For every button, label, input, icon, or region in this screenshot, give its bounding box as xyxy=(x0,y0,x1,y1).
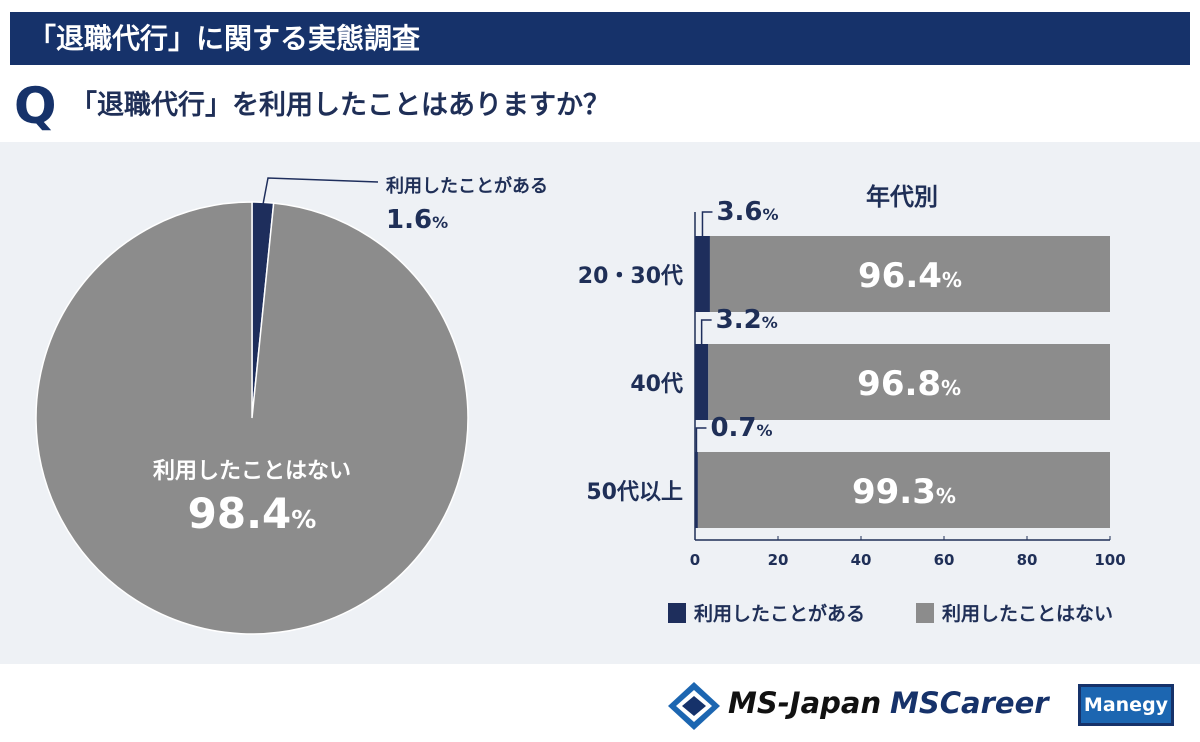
ms-japan-logo: MS-Japan xyxy=(728,686,882,720)
bar-label-not-used: 99.3% xyxy=(852,472,956,512)
x-tick-label: 100 xyxy=(1094,551,1125,569)
pie-slice xyxy=(35,201,469,635)
pie-label-used: 利用したことがある xyxy=(386,175,548,197)
bar-label-used: 0.7% xyxy=(710,413,772,443)
question-text: 「退職代行」を利用したことはありますか？ xyxy=(70,90,610,121)
bar-segment-used xyxy=(695,344,709,420)
pie-label-not-used: 利用したことはない xyxy=(153,459,351,484)
ms-japan-logo-icon xyxy=(668,682,720,730)
bar-segment-used xyxy=(695,236,710,312)
bar-leader-line xyxy=(695,427,707,452)
bar-label-used: 3.2% xyxy=(716,305,778,335)
bar-segment-not-used xyxy=(708,344,1110,420)
x-tick-label: 60 xyxy=(934,551,955,569)
category-label: 20・30代 xyxy=(578,264,683,289)
question-mark-label: Q xyxy=(14,77,57,135)
legend-label: 利用したことはない xyxy=(942,603,1113,625)
legend-swatch xyxy=(668,603,686,623)
bar-leader-line xyxy=(701,211,713,236)
legend-label: 利用したことがある xyxy=(694,602,865,625)
bar-leader-line xyxy=(700,319,712,344)
bar-label-used: 3.6% xyxy=(716,197,778,227)
category-label: 40代 xyxy=(630,372,683,397)
x-tick-label: 40 xyxy=(851,551,872,569)
category-label: 50代以上 xyxy=(586,480,683,505)
bar-segment-used xyxy=(695,452,698,528)
page-title: 「退職代行」に関する実態調査 xyxy=(28,22,421,55)
legend-swatch xyxy=(916,603,934,623)
mscareer-logo: MSCareer xyxy=(890,686,1049,720)
x-tick-label: 20 xyxy=(768,551,789,569)
title-bar: 「退職代行」に関する実態調査 xyxy=(10,12,1190,65)
x-tick-label: 0 xyxy=(690,551,700,569)
bar-label-not-used: 96.4% xyxy=(858,256,962,296)
pie-value-not-used: 98.4% xyxy=(188,489,317,538)
bar-segment-not-used xyxy=(697,452,1110,528)
bar-chart-title: 年代別 xyxy=(866,183,938,211)
pie-leader-line xyxy=(261,177,379,207)
footer-logos: MS-Japan MSCareer Manegy xyxy=(660,676,1190,736)
x-tick-label: 80 xyxy=(1017,551,1038,569)
bar-label-not-used: 96.8% xyxy=(857,364,961,404)
manegy-logo: Manegy xyxy=(1078,684,1174,726)
pie-value-used: 1.6% xyxy=(386,205,448,235)
bar-segment-not-used xyxy=(709,236,1110,312)
